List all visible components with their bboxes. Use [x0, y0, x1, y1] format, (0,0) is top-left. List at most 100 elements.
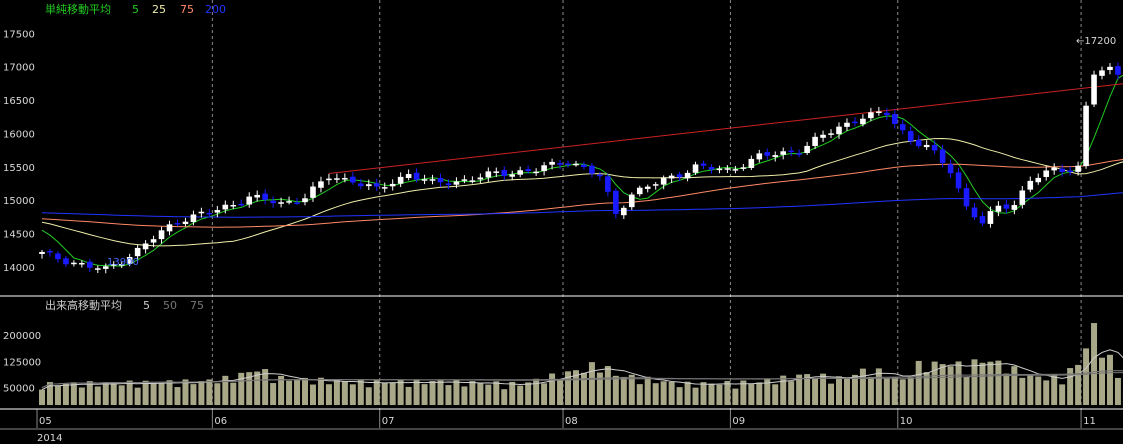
price-tick-label: 17000: [3, 63, 35, 74]
volume-bar: [493, 381, 500, 405]
axes: 14000 14500 15000 15500 16000 16500 17000 17500…: [3, 29, 1096, 428]
month-tick-label: 06: [214, 416, 227, 427]
volume-bar: [612, 375, 619, 405]
volume-bar: [692, 387, 699, 405]
candle: [947, 164, 954, 174]
volume-bar: [190, 384, 197, 405]
volume-bar: [1067, 368, 1074, 405]
candle: [820, 134, 826, 138]
volume-bar: [676, 387, 683, 405]
moving-average-line-200: [41, 192, 1123, 218]
volume-bar: [1027, 375, 1034, 405]
volume-bar: [836, 376, 842, 405]
volume-bar: [166, 380, 173, 405]
candle: [644, 186, 651, 189]
volume-bar: [429, 381, 436, 405]
candle: [796, 153, 802, 155]
volume-bar: [309, 384, 316, 405]
volume-bar: [405, 386, 412, 405]
candle: [134, 247, 141, 257]
candle: [891, 114, 898, 124]
volume-bar: [118, 385, 125, 405]
candle: [1083, 105, 1089, 167]
price-ma-label-200: 200: [205, 3, 226, 16]
candlesticks: [39, 62, 1121, 274]
candle: [756, 153, 763, 160]
candle: [1019, 190, 1026, 205]
price-tick-label: 17500: [3, 29, 35, 40]
candle: [517, 170, 523, 175]
volume-bar: [947, 366, 954, 405]
volume-bar: [469, 381, 476, 405]
volume-bar: [238, 372, 245, 405]
candle: [915, 139, 922, 147]
candle: [381, 187, 388, 189]
candle: [812, 136, 818, 146]
volume-bar: [198, 381, 205, 405]
candle: [350, 176, 356, 183]
candle: [1027, 180, 1034, 190]
candle: [421, 179, 428, 181]
volume-bar: [294, 379, 301, 405]
month-tick-label: 09: [732, 416, 745, 427]
volume-bar: [1091, 323, 1098, 405]
candle: [525, 169, 531, 172]
volume-bar: [397, 379, 404, 405]
candle: [358, 183, 364, 187]
volume-bar: [1051, 375, 1058, 405]
volume-bar: [732, 388, 739, 405]
candle: [150, 239, 157, 243]
price-ma-label-5: 5: [132, 3, 139, 16]
candle: [636, 187, 643, 195]
volume-bar: [596, 372, 603, 405]
volume-bar: [716, 384, 723, 405]
candle: [931, 144, 938, 151]
candle: [39, 251, 45, 254]
volume-bar: [78, 387, 85, 405]
volume-bar: [62, 383, 69, 405]
candle: [939, 149, 946, 163]
volume-ma-label-5: 5: [143, 299, 150, 312]
volume-bar: [1114, 377, 1121, 405]
peak-annotation: ←17200: [1076, 36, 1116, 47]
volume-bar: [230, 382, 237, 405]
candle: [461, 179, 468, 181]
volume-ma-line-5: [41, 349, 1123, 391]
candle: [222, 204, 229, 210]
candle: [118, 264, 125, 266]
candle: [453, 181, 460, 185]
candle: [1059, 168, 1065, 172]
grid-lines: [211, 0, 1082, 409]
price-tick-label: 16500: [3, 96, 35, 107]
volume-bar: [86, 381, 93, 405]
volume-bar: [1075, 364, 1082, 405]
candle: [852, 121, 858, 124]
candle: [628, 194, 635, 208]
volume-bar: [341, 381, 348, 405]
volume-bar: [182, 379, 189, 405]
volume-ma-label-75: 75: [190, 299, 204, 312]
volume-bar: [788, 381, 795, 405]
candle: [318, 181, 324, 188]
volume-bar: [748, 384, 755, 405]
volume-bar: [477, 382, 484, 405]
candle: [716, 168, 723, 171]
candle: [700, 163, 707, 166]
candle: [963, 188, 970, 207]
candle: [676, 174, 683, 178]
volume-bar: [134, 387, 141, 405]
volume-bar: [373, 380, 380, 405]
candle: [597, 174, 603, 177]
candle: [1003, 204, 1010, 209]
volume-bar: [70, 382, 77, 405]
volume-tick-label: 200000: [3, 331, 41, 342]
volume-bar: [939, 364, 946, 405]
candle: [1051, 167, 1057, 171]
candle: [334, 178, 340, 180]
candle: [142, 243, 149, 250]
volume-moving-averages: [41, 349, 1123, 391]
candle: [533, 171, 539, 174]
candle: [278, 202, 284, 204]
candle: [469, 180, 476, 182]
candle: [907, 131, 914, 142]
